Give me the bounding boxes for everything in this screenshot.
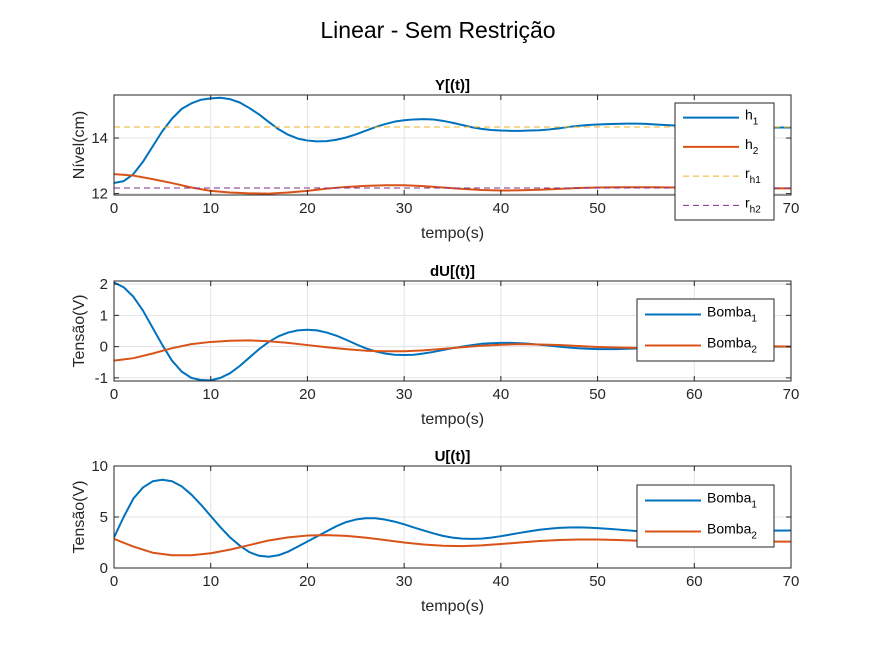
x-tick-label: 30: [396, 386, 413, 403]
legend-label-bomba-1: Bomba1: [707, 304, 757, 325]
y-tick-label: 14: [91, 130, 108, 147]
x-tick-label: 0: [110, 386, 118, 403]
legend: Bomba1 Bomba2: [636, 298, 775, 362]
axes-container: 0102030405060701214Y[(t)]tempo(s)Nível(c…: [71, 77, 799, 615]
y-axis-label: Tensão(V): [71, 481, 88, 554]
x-tick-label: 0: [110, 200, 118, 217]
y-tick-label: 12: [91, 186, 108, 203]
x-tick-label: 40: [493, 200, 510, 217]
x-tick-label: 50: [589, 386, 606, 403]
x-tick-label: 0: [110, 573, 118, 590]
legend-label-bomba-1: Bomba1: [707, 490, 757, 511]
axes-frame: [113, 94, 792, 196]
x-tick-label: 20: [299, 200, 316, 217]
subplot-title: U[(t)]: [435, 448, 471, 465]
figure-title: Linear - Sem Restrição: [320, 17, 555, 43]
x-tick-label: 70: [783, 386, 800, 403]
legend-label-h-1: h1: [745, 107, 759, 128]
x-tick-label: 40: [493, 386, 510, 403]
y-tick-label: -1: [95, 370, 108, 387]
subplot-1: 0102030405060701214Y[(t)]tempo(s)Nível(c…: [71, 77, 799, 242]
subplot-title: Y[(t)]: [435, 77, 470, 94]
x-axis-label: tempo(s): [421, 225, 484, 242]
legend-box: [636, 484, 775, 548]
y-tick-label: 10: [91, 458, 108, 475]
legend-label-r-h1: rh1: [745, 165, 761, 186]
legend-box: [636, 298, 775, 362]
x-tick-label: 10: [202, 573, 219, 590]
y-tick-label: 5: [100, 509, 108, 526]
x-tick-label: 40: [493, 573, 510, 590]
x-tick-label: 20: [299, 386, 316, 403]
axes-frame: [113, 280, 792, 382]
subplot-title: dU[(t)]: [430, 263, 475, 280]
x-tick-label: 30: [396, 200, 413, 217]
y-tick-label: 1: [100, 307, 108, 324]
x-tick-label: 60: [686, 573, 703, 590]
legend: h1 h2 rh1 rh2: [674, 102, 775, 221]
x-tick-label: 60: [686, 386, 703, 403]
y-tick-label: 2: [100, 276, 108, 293]
x-axis-label: tempo(s): [421, 598, 484, 615]
y-axis-label: Tensão(V): [71, 295, 88, 368]
legend: Bomba1 Bomba2: [636, 484, 775, 548]
x-tick-label: 50: [589, 573, 606, 590]
x-tick-label: 30: [396, 573, 413, 590]
x-tick-label: 50: [589, 200, 606, 217]
subplot-2: 0 10 20 30 40 50 60 70-1012dU[(t)]tempo(s)Tensã…: [71, 263, 799, 428]
legend-label-r-h2: rh2: [745, 194, 761, 215]
x-tick-label: 70: [783, 200, 800, 217]
legend-label-bomba-2: Bomba2: [707, 521, 757, 542]
x-tick-label: 20: [299, 573, 316, 590]
x-axis-label: tempo(s): [421, 411, 484, 428]
x-tick-label: 10: [202, 200, 219, 217]
x-tick-label: 10: [202, 386, 219, 403]
x-tick-label: 70: [783, 573, 800, 590]
subplot-3: 0 10 20 30 40 50 60 70 0 5 10 U[(t)] tempo(s) Tensão(…: [71, 448, 799, 615]
y-axis-label: Nível(cm): [71, 111, 88, 179]
legend-label-bomba-2: Bomba2: [707, 335, 757, 356]
y-tick-label: 0: [100, 560, 108, 577]
y-tick-label: 0: [100, 339, 108, 356]
legend-box: [674, 102, 775, 221]
legend-label-h-2: h2: [745, 136, 759, 157]
